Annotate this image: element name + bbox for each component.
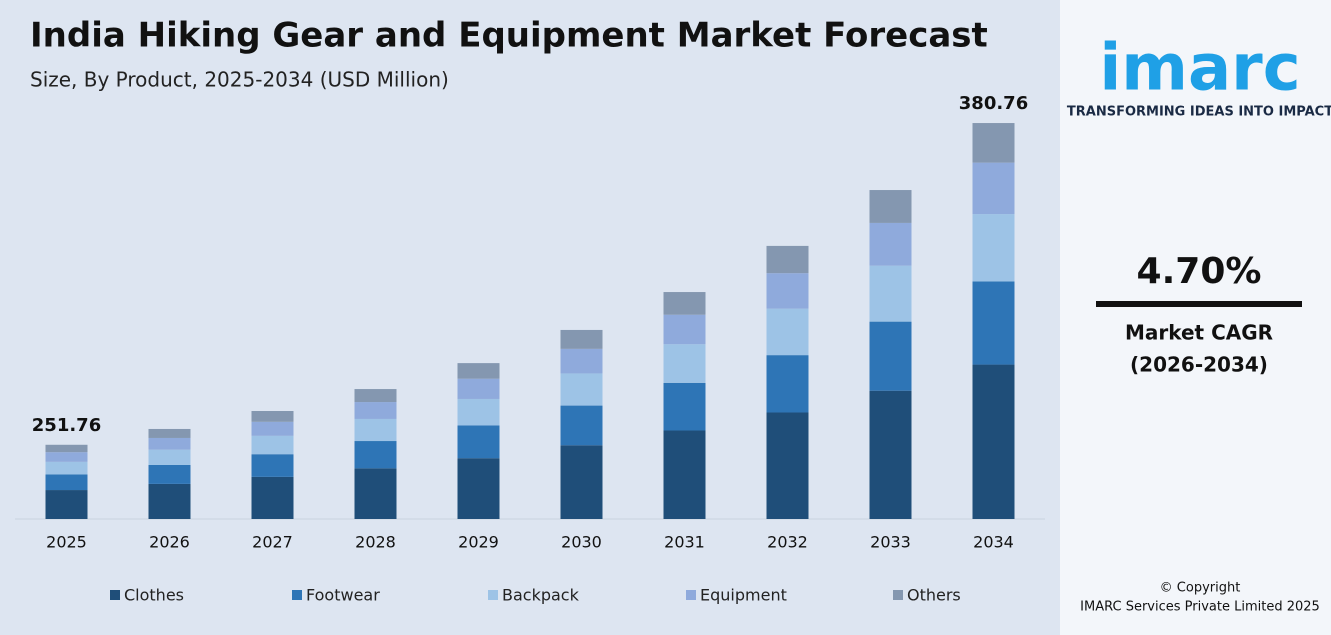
bar-segment (663, 314, 706, 345)
bar-segment (560, 373, 603, 406)
bar-segment (560, 329, 603, 349)
bar-segment (663, 292, 706, 315)
bar-segment (766, 245, 809, 274)
bar-segment (869, 390, 912, 519)
bar-segment (560, 445, 603, 519)
bar-segment (869, 265, 912, 322)
x-tick-label: 2028 (355, 533, 396, 552)
bar-segment (251, 454, 294, 477)
bar-segment (251, 435, 294, 455)
x-tick-label: 2034 (973, 533, 1014, 552)
bar-segment (45, 444, 88, 453)
company: IMARC Services Private Limited 2025 (1080, 600, 1320, 615)
bar-segment (148, 483, 191, 519)
legend-label: Others (907, 586, 961, 605)
legend-swatch (110, 590, 120, 600)
bar-segment (457, 378, 500, 399)
bar-segment (663, 382, 706, 431)
chart-subtitle: Size, By Product, 2025-2034 (USD Million… (30, 68, 449, 92)
copyright: © Copyright (1160, 581, 1241, 596)
x-tick-label: 2030 (561, 533, 602, 552)
legend-label: Equipment (700, 586, 787, 605)
bar-segment (766, 412, 809, 519)
bar-segment (560, 405, 603, 446)
x-tick-label: 2032 (767, 533, 808, 552)
bar-segment (148, 428, 191, 438)
legend-label: Footwear (306, 586, 380, 605)
bar-segment (972, 281, 1015, 365)
bar-segment (45, 474, 88, 491)
bar-segment (869, 321, 912, 391)
x-tick-label: 2031 (664, 533, 705, 552)
legend-swatch (893, 590, 903, 600)
bar-segment (766, 355, 809, 413)
cagr-label: Market CAGR (1125, 321, 1273, 345)
bar-segment (766, 273, 809, 309)
bar-segment (972, 214, 1015, 282)
bar-segment (148, 464, 191, 484)
legend-swatch (488, 590, 498, 600)
tagline: TRANSFORMING IDEAS INTO IMPACT (1067, 105, 1331, 120)
x-tick-label: 2033 (870, 533, 911, 552)
bar-segment (45, 452, 88, 462)
bar-segment (354, 402, 397, 419)
bar-segment (663, 430, 706, 519)
bar-segment (457, 458, 500, 519)
x-tick-label: 2026 (149, 533, 190, 552)
bar-segment (251, 421, 294, 436)
bar-segment (972, 364, 1015, 519)
bar-segment (663, 344, 706, 383)
x-tick-label: 2027 (252, 533, 293, 552)
bar-segment (148, 449, 191, 465)
bar-segment (766, 308, 809, 356)
bar-segment (869, 190, 912, 223)
legend-label: Backpack (502, 586, 580, 605)
x-tick-label: 2029 (458, 533, 499, 552)
bar-segment (354, 389, 397, 403)
bar-segment (148, 437, 191, 450)
bar-segment (45, 461, 88, 475)
bar-segment (45, 490, 88, 519)
bar-segment (251, 411, 294, 422)
bar-segment (560, 348, 603, 374)
bar-segment (972, 123, 1015, 163)
bar-segment (354, 418, 397, 442)
x-tick-label: 2025 (46, 533, 87, 552)
bar-segment (354, 468, 397, 519)
total-label: 380.76 (959, 93, 1028, 114)
bar-segment (354, 441, 397, 469)
legend-swatch (292, 590, 302, 600)
cagr-period: (2026-2034) (1130, 353, 1268, 377)
chart-title: India Hiking Gear and Equipment Market F… (30, 16, 988, 56)
bar-segment (869, 222, 912, 266)
divider (1096, 301, 1302, 307)
cagr-value: 4.70% (1137, 251, 1262, 292)
legend-label: Clothes (124, 586, 184, 605)
total-label: 251.76 (32, 415, 101, 436)
bar-segment (972, 162, 1015, 215)
sidebar-background (1060, 0, 1331, 635)
legend-swatch (686, 590, 696, 600)
logo: imarc (1099, 32, 1300, 106)
bar-segment (457, 398, 500, 426)
bar-segment (251, 476, 294, 519)
bar-segment (457, 425, 500, 459)
bar-segment (457, 363, 500, 379)
